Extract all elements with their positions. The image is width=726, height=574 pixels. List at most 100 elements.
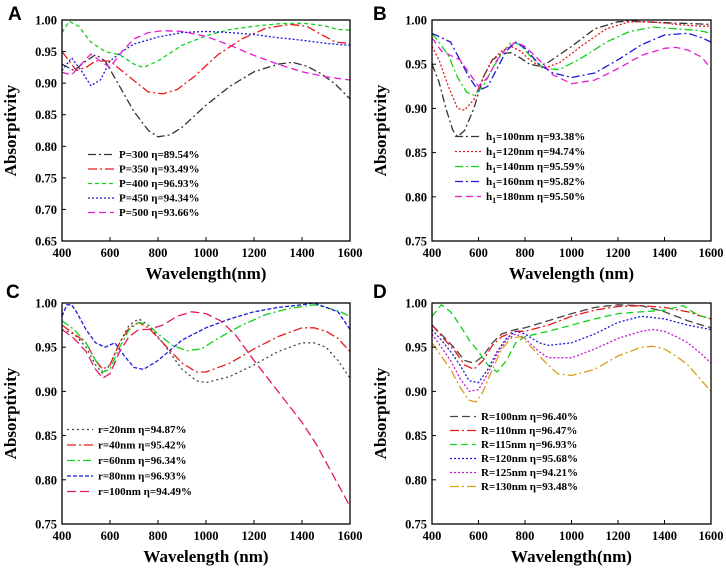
panel-a-y-tick-label-1: 0.65 <box>35 235 57 249</box>
panel-c-series-group <box>62 303 350 507</box>
panel-d-legend-label-2: R=110nm η=96.47% <box>481 425 577 437</box>
panel-b-x-tick-label-4: 1000 <box>559 246 584 260</box>
panel-b-series-group <box>432 20 711 138</box>
panel-d-series-line-4 <box>432 315 711 384</box>
panel-d-x-tick-label-4: 1000 <box>559 529 584 543</box>
panel-c-legend-label-3: r=60nm η=96.34% <box>98 455 186 467</box>
panel-b-y-axis-title: Absorptivity <box>371 84 390 176</box>
panel-a-legend-label-3: P=400 η=96.93% <box>119 178 200 190</box>
panel-b-series-line-2 <box>432 21 711 111</box>
panel-d-x-axis-title: Wavelength(nm) <box>511 547 632 566</box>
panel-a-y-tick-label-6: 0.90 <box>35 77 57 91</box>
panel-a-series-line-4 <box>62 30 350 87</box>
panel-d-letter: D <box>373 282 387 303</box>
panel-a: A 400 600 800 1000 1200 1400 1600 0.65 0.70 0.75 0.… <box>1 4 363 283</box>
panel-d-y-tick-label-4: 0.90 <box>405 385 427 399</box>
panel-b-x-tick-label-2: 600 <box>469 246 488 260</box>
panel-c-y-tick-label-6: 1.00 <box>35 297 57 311</box>
panel-d-y-tick-label-3: 0.85 <box>405 429 427 443</box>
panel-d-x-tick-label-2: 600 <box>469 529 488 543</box>
panel-d-y-tick-label-2: 0.80 <box>405 473 427 487</box>
panel-b-legend-label-3: h1=140nm η=95.59% <box>486 161 585 175</box>
panel-d-legend-label-6: R=130nm η=93.48% <box>481 481 578 493</box>
panel-c-legend-label-4: r=80nm η=96.93% <box>98 471 186 483</box>
panel-c-x-tick-label-6: 1400 <box>290 529 315 543</box>
panel-d-x-tick-label-5: 1200 <box>606 529 631 543</box>
panel-a-legend: P=300 η=89.54% P=350 η=93.49% P=400 η=96.9… <box>88 149 200 219</box>
panel-c: C 400 600 800 1000 1200 1400 1600 0.75 0.80 0.85 0.… <box>1 282 363 566</box>
panel-a-letter: A <box>8 4 22 25</box>
panel-d-legend: R=100nm η=96.40% R=110nm η=96.47% R=115nm … <box>450 411 578 493</box>
panel-c-series-line-5 <box>62 311 350 507</box>
panel-d-y-tick-label-5: 0.95 <box>405 341 427 355</box>
panel-c-y-axis-title: Absorptivity <box>1 367 20 459</box>
panel-d-legend-label-4: R=120nm η=95.68% <box>481 453 578 465</box>
panel-a-series-line-2 <box>62 23 350 95</box>
panel-c-series-line-3 <box>62 304 350 373</box>
panel-d-series-group <box>432 304 711 403</box>
panel-a-y-tick-label-4: 0.80 <box>35 140 57 154</box>
panel-c-x-tick-label-4: 1000 <box>194 529 219 543</box>
panel-d-series-line-5 <box>432 328 711 393</box>
panel-d-series-line-2 <box>432 305 711 370</box>
panel-b-y-tick-label-2: 0.80 <box>405 190 427 204</box>
panel-a-y-tick-label-5: 0.85 <box>35 108 57 122</box>
panel-a-legend-label-1: P=300 η=89.54% <box>119 149 200 161</box>
panel-b-letter: B <box>373 4 387 25</box>
panel-c-letter: C <box>6 282 20 303</box>
panel-c-y-tick-label-3: 0.85 <box>35 429 57 443</box>
panel-b-x-tick-label-1: 400 <box>423 246 442 260</box>
panel-c-legend-label-1: r=20nm η=94.87% <box>98 424 186 436</box>
panel-b-series-line-4 <box>432 32 711 92</box>
panel-b-x-tick-label-3: 800 <box>516 246 535 260</box>
panel-b: B 400 600 800 1000 1200 1400 1600 0.75 0.80 0.85 0.… <box>371 4 724 283</box>
panel-b-x-axis-title: Wavelength (nm) <box>509 264 634 283</box>
panel-c-x-tick-label-2: 600 <box>101 529 120 543</box>
panel-a-x-axis-title: Wavelength(nm) <box>146 264 267 283</box>
panel-a-x-tick-label-4: 1000 <box>194 246 219 260</box>
panel-d-series-line-1 <box>432 304 711 364</box>
panel-b-series-line-5 <box>432 37 711 87</box>
panel-b-legend-label-1: h1=100nm η=93.38% <box>486 131 585 145</box>
panel-b-y-tick-label-1: 0.75 <box>405 235 427 249</box>
panel-d-y-tick-label-6: 1.00 <box>405 297 427 311</box>
panel-c-x-tick-label-5: 1200 <box>242 529 267 543</box>
panel-a-x-tick-label-6: 1400 <box>290 246 315 260</box>
panel-a-x-tick-label-7: 1600 <box>338 246 363 260</box>
panel-b-y-tick-label-3: 0.85 <box>405 146 427 160</box>
panel-a-series-line-3 <box>62 20 350 69</box>
panel-c-y-tick-label-2: 0.80 <box>35 473 57 487</box>
panel-a-legend-label-4: P=450 η=94.34% <box>119 193 200 205</box>
panel-a-series-group <box>62 20 350 138</box>
panel-c-x-tick-label-1: 400 <box>53 529 72 543</box>
panel-b-legend-label-4: h1=160nm η=95.82% <box>486 176 585 190</box>
panel-c-x-tick-label-7: 1600 <box>338 529 363 543</box>
panel-c-y-tick-label-1: 0.75 <box>35 518 57 532</box>
panel-c-legend-label-2: r=40nm η=95.42% <box>98 440 186 452</box>
panel-a-x-tick-label-5: 1200 <box>242 246 267 260</box>
panel-d-series-line-6 <box>432 335 711 403</box>
panel-c-series-line-2 <box>62 321 350 373</box>
panel-b-x-tick-label-6: 1400 <box>652 246 677 260</box>
panel-d-series-line-3 <box>432 304 711 373</box>
panel-b-legend: h1=100nm η=93.38%h1=120nm η=94.74%h1=140… <box>455 131 585 205</box>
panel-d-x-tick-label-6: 1400 <box>652 529 677 543</box>
panel-c-y-tick-label-4: 0.90 <box>35 385 57 399</box>
panel-d-legend-label-5: R=125nm η=94.21% <box>481 467 578 479</box>
panel-c-series-line-1 <box>62 318 350 384</box>
panel-d-y-tick-label-1: 0.75 <box>405 518 427 532</box>
panel-d-x-tick-label-3: 800 <box>516 529 535 543</box>
panel-a-y-tick-label-2: 0.70 <box>35 203 57 217</box>
panel-c-x-axis-title: Wavelength (nm) <box>143 547 268 566</box>
panel-b-series-line-1 <box>432 20 711 138</box>
panel-b-legend-label-5: h1=180nm η=95.50% <box>486 191 585 205</box>
panel-a-legend-label-5: P=500 η=93.66% <box>119 207 200 219</box>
panel-a-x-tick-label-1: 400 <box>53 246 72 260</box>
panel-d-x-tick-label-7: 1600 <box>699 529 724 543</box>
panel-c-x-tick-label-3: 800 <box>149 529 168 543</box>
panel-b-x-tick-label-7: 1600 <box>699 246 724 260</box>
panel-a-y-tick-label-3: 0.75 <box>35 171 57 185</box>
panel-a-series-line-1 <box>62 54 350 138</box>
panel-d-legend-label-3: R=115nm η=96.93% <box>481 439 577 451</box>
